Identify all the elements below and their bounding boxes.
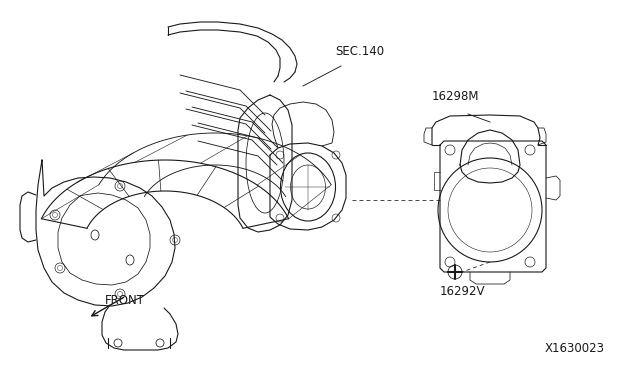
Text: 16298M: 16298M [431,90,479,103]
Text: 16292V: 16292V [439,285,484,298]
Text: FRONT: FRONT [105,294,145,307]
Text: SEC.140: SEC.140 [335,45,384,58]
Text: X1630023: X1630023 [545,341,605,355]
